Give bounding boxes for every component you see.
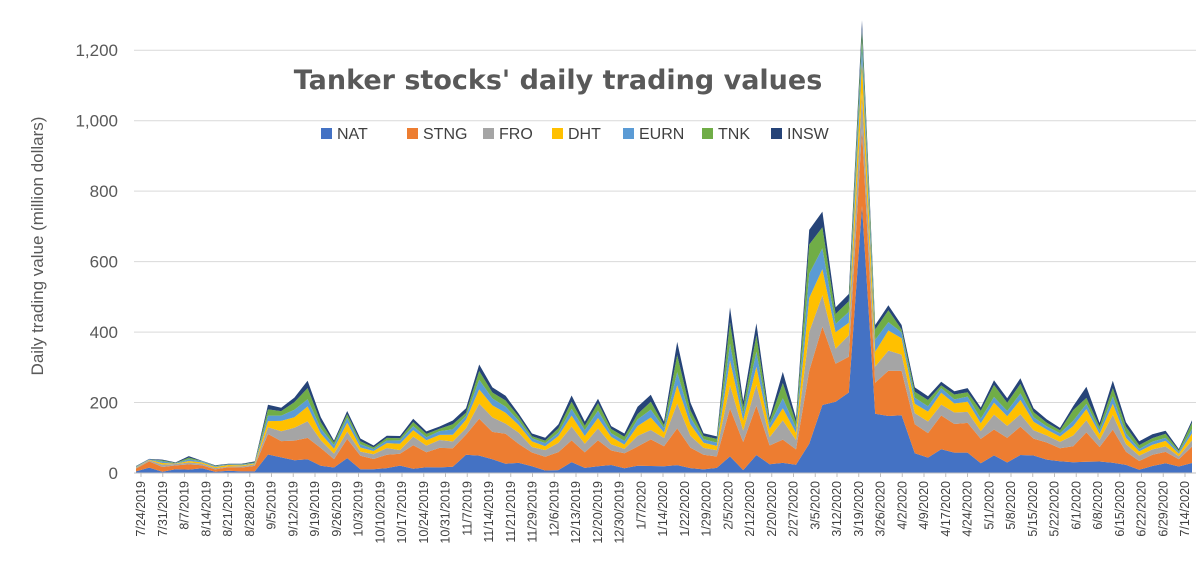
y-tick-label: 800 (90, 182, 118, 201)
x-tick-label: 8/21/2019 (221, 481, 235, 537)
x-tick-label: 1/14/2020 (656, 481, 670, 537)
chart-title: Tanker stocks' daily trading values (294, 65, 823, 96)
legend-swatch-eurn (623, 128, 634, 139)
legend-label-insw: INSW (787, 126, 830, 143)
y-axis-ticks: 0 200 400 600 800 1,000 1,200 (75, 41, 118, 483)
x-tick-label: 7/31/2019 (156, 481, 170, 537)
x-tick-label: 6/15/2020 (1113, 481, 1127, 537)
legend: NAT STNG FRO DHT EURN TNK INSW (321, 126, 830, 143)
x-tick-label: 5/8/2020 (1004, 481, 1018, 530)
x-tick-label: 12/30/2019 (613, 481, 627, 544)
y-tick-label: 0 (109, 464, 118, 483)
x-tick-label: 11/14/2019 (482, 481, 496, 543)
x-tick-label: 8/28/2019 (243, 481, 257, 537)
x-tick-label: 4/9/2020 (917, 481, 931, 530)
area-stng (136, 128, 1192, 472)
legend-label-nat: NAT (337, 126, 368, 143)
x-tick-label: 8/14/2019 (199, 481, 213, 537)
x-tick-label: 10/10/2019 (373, 481, 387, 544)
x-tick-label: 6/8/2020 (1091, 481, 1105, 530)
x-tick-label: 7/14/2020 (1178, 481, 1192, 537)
x-tick-label: 3/26/2020 (874, 481, 888, 537)
x-tick-label: 2/5/2020 (721, 481, 735, 530)
x-tick-label: 10/3/2019 (352, 481, 366, 537)
x-tick-label: 12/13/2019 (569, 481, 583, 544)
x-tick-label: 6/22/2020 (1135, 481, 1149, 537)
gridlines (134, 49, 1196, 404)
x-tick-label: 4/2/2020 (895, 481, 909, 530)
legend-swatch-dht (552, 128, 563, 139)
x-tick-label: 10/31/2019 (439, 481, 453, 544)
x-tick-label: 11/7/2019 (460, 481, 474, 536)
legend-swatch-tnk (702, 128, 713, 139)
x-tick-label: 2/20/2020 (765, 481, 779, 537)
x-tick-label: 2/12/2020 (743, 481, 757, 537)
y-tick-label: 400 (90, 323, 118, 342)
stacked-areas (136, 20, 1192, 473)
x-tick-label: 1/22/2020 (678, 481, 692, 537)
x-tick-label: 12/20/2019 (591, 481, 605, 544)
legend-label-eurn: EURN (639, 126, 684, 143)
legend-swatch-stng (407, 128, 418, 139)
x-tick-label: 5/22/2020 (1048, 481, 1062, 537)
y-tick-label: 1,000 (75, 112, 118, 131)
x-tick-label: 11/21/2019 (504, 481, 518, 543)
area-fro (136, 92, 1192, 470)
x-tick-label: 11/29/2019 (526, 481, 540, 543)
x-tick-label: 1/29/2020 (700, 481, 714, 537)
legend-label-tnk: TNK (718, 126, 750, 143)
x-tick-label: 3/12/2020 (830, 481, 844, 537)
x-tick-label: 5/1/2020 (982, 481, 996, 530)
legend-swatch-insw (771, 128, 782, 139)
x-tick-label: 9/12/2019 (286, 481, 300, 537)
x-tick-label: 10/17/2019 (395, 481, 409, 544)
x-tick-label: 9/19/2019 (308, 481, 322, 537)
legend-swatch-fro (483, 128, 494, 139)
x-tick-label: 6/29/2020 (1156, 481, 1170, 537)
y-axis-label: Daily trading value (million dollars) (28, 117, 47, 376)
legend-swatch-nat (321, 128, 332, 139)
x-tick-label: 12/6/2019 (547, 481, 561, 537)
legend-label-stng: STNG (423, 126, 467, 143)
y-tick-label: 600 (90, 253, 118, 272)
x-tick-label: 7/24/2019 (134, 481, 148, 537)
x-tick-label: 3/5/2020 (808, 481, 822, 530)
x-tick-label: 3/19/2020 (852, 481, 866, 537)
x-tick-label: 6/1/2020 (1069, 481, 1083, 530)
x-tick-label: 5/15/2020 (1026, 481, 1040, 537)
x-tick-label: 4/24/2020 (961, 481, 975, 537)
legend-label-dht: DHT (568, 126, 601, 143)
x-tick-label: 9/26/2019 (330, 481, 344, 537)
x-tick-label: 4/17/2020 (939, 481, 953, 537)
legend-label-fro: FRO (499, 126, 533, 143)
y-tick-label: 200 (90, 394, 118, 413)
x-tick-label: 9/5/2019 (265, 481, 279, 530)
x-tick-label: 2/27/2020 (787, 481, 801, 537)
y-tick-label: 1,200 (75, 41, 118, 60)
x-tick-label: 10/24/2019 (417, 481, 431, 544)
x-tick-label: 8/7/2019 (178, 481, 192, 530)
x-tick-label: 1/7/2020 (634, 481, 648, 530)
x-axis-ticks: 7/24/2019 7/31/2019 8/7/2019 8/14/2019 8/21/… (134, 473, 1192, 544)
